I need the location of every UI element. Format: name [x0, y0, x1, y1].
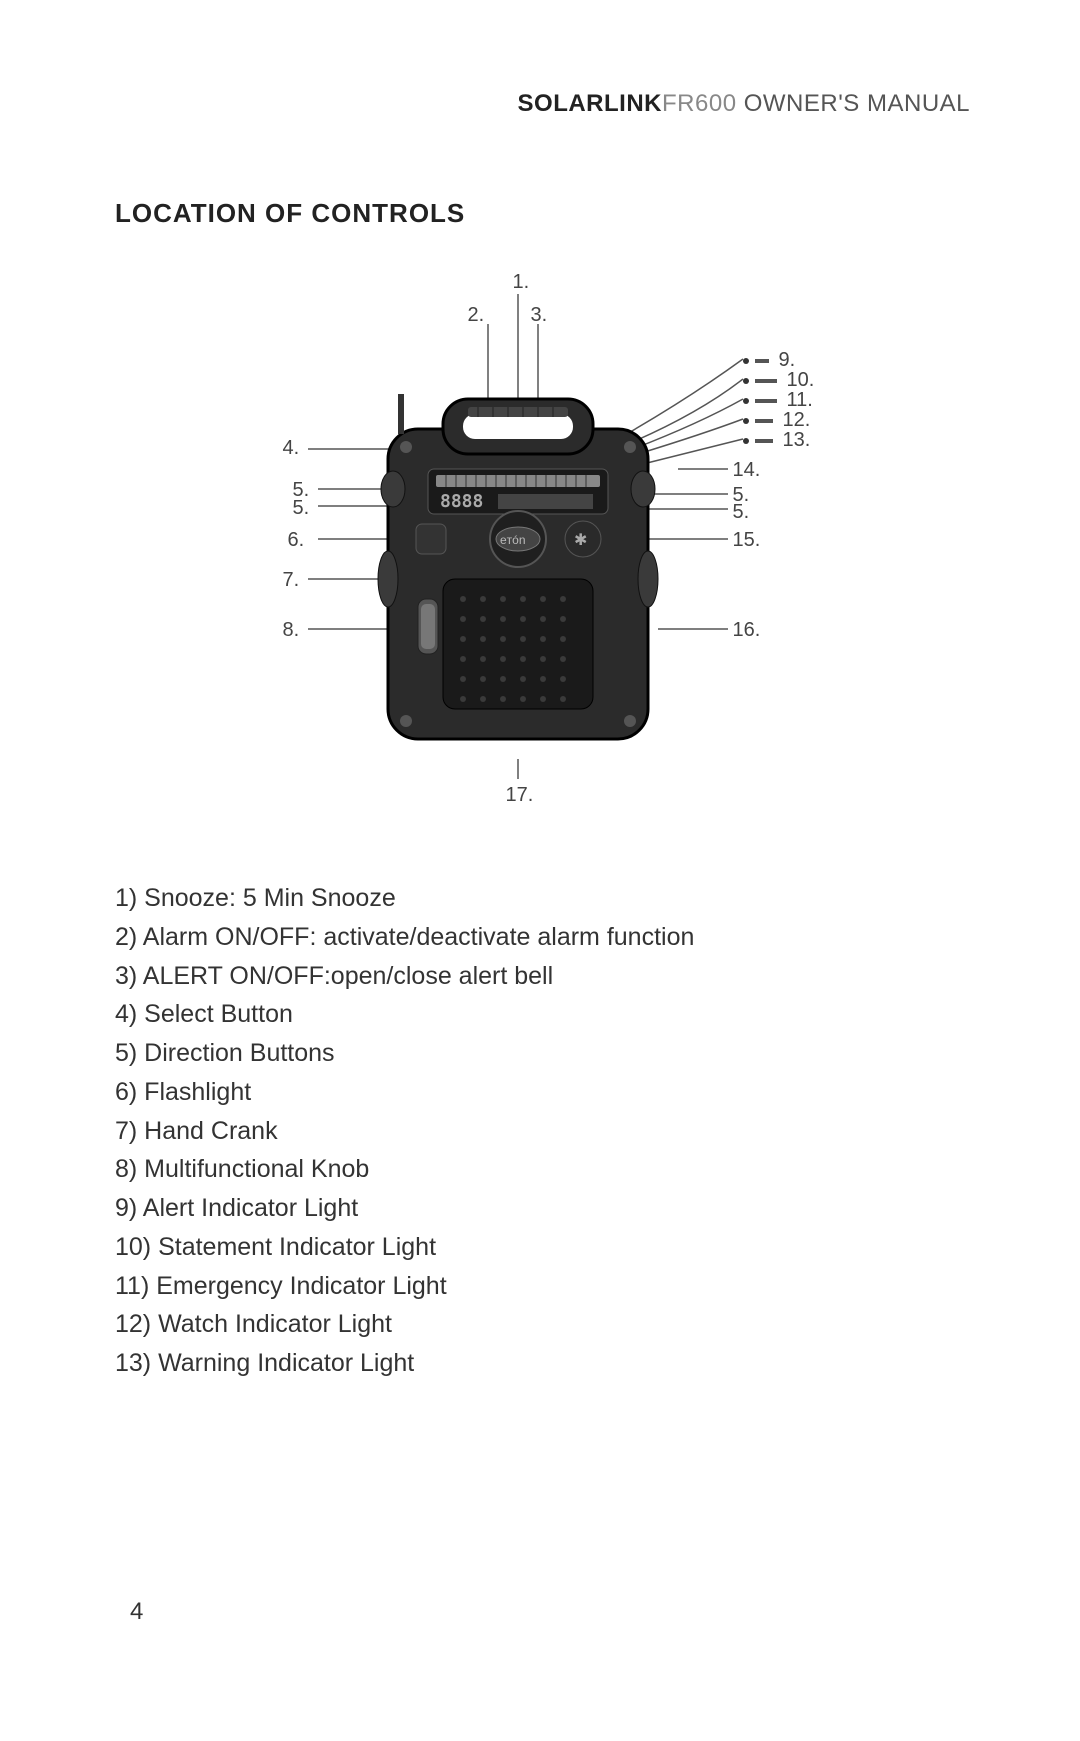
- page-number: 4: [130, 1598, 143, 1626]
- callout-5b: 5.: [293, 497, 310, 520]
- list-item: 7) Hand Crank: [115, 1112, 970, 1151]
- callout-16: 16.: [733, 619, 761, 642]
- callout-15: 15.: [733, 529, 761, 552]
- callout-5d: 5.: [733, 501, 750, 524]
- list-item: 5) Direction Buttons: [115, 1034, 970, 1073]
- callout-3: 3.: [531, 304, 548, 327]
- device-illustration: 8888 eтón ✱: [358, 389, 678, 759]
- list-item: 6) Flashlight: [115, 1073, 970, 1112]
- callout-14: 14.: [733, 459, 761, 482]
- list-item: 3) ALERT ON/OFF:open/close alert bell: [115, 957, 970, 996]
- callout-17: 17.: [506, 784, 534, 807]
- controls-list: 1) Snooze: 5 Min Snooze 2) Alarm ON/OFF:…: [115, 879, 970, 1383]
- header-suffix: OWNER'S MANUAL: [737, 90, 970, 117]
- list-item: 8) Multifunctional Knob: [115, 1150, 970, 1189]
- callout-4: 4.: [283, 437, 300, 460]
- callout-2: 2.: [468, 304, 485, 327]
- callout-9-label: 9.: [779, 349, 796, 371]
- list-item: 1) Snooze: 5 Min Snooze: [115, 879, 970, 918]
- lcd-text: 8888: [440, 491, 483, 512]
- list-item: 9) Alert Indicator Light: [115, 1189, 970, 1228]
- callout-10-label: 10.: [787, 369, 815, 391]
- callout-12-label: 12.: [783, 409, 811, 431]
- controls-diagram: 1. 2. 3. 4. 5. 5. 6. 7. 8. 9. 10. 11. 12…: [168, 269, 918, 819]
- callout-13-label: 13.: [783, 429, 811, 451]
- svg-text:✱: ✱: [574, 532, 587, 549]
- callout-7: 7.: [283, 569, 300, 592]
- brand-name: SOLARLINK: [518, 90, 663, 117]
- list-item: 2) Alarm ON/OFF: activate/deactivate ala…: [115, 918, 970, 957]
- list-item: 13) Warning Indicator Light: [115, 1344, 970, 1383]
- device-brand: eтón: [500, 533, 526, 547]
- list-item: 4) Select Button: [115, 995, 970, 1034]
- list-item: 10) Statement Indicator Light: [115, 1228, 970, 1267]
- list-item: 11) Emergency Indicator Light: [115, 1267, 970, 1306]
- list-item: 12) Watch Indicator Light: [115, 1305, 970, 1344]
- callout-11-label: 11.: [787, 389, 813, 411]
- callout-6: 6.: [288, 529, 305, 552]
- section-title: LOCATION OF CONTROLS: [115, 198, 970, 229]
- model-name: FR600: [662, 90, 737, 117]
- callout-8: 8.: [283, 619, 300, 642]
- callout-13: 13.: [743, 429, 811, 452]
- callout-1: 1.: [513, 271, 530, 294]
- page-header: SOLARLINKFR600 OWNER'S MANUAL: [115, 90, 970, 118]
- manual-page: SOLARLINKFR600 OWNER'S MANUAL LOCATION O…: [0, 0, 1080, 1741]
